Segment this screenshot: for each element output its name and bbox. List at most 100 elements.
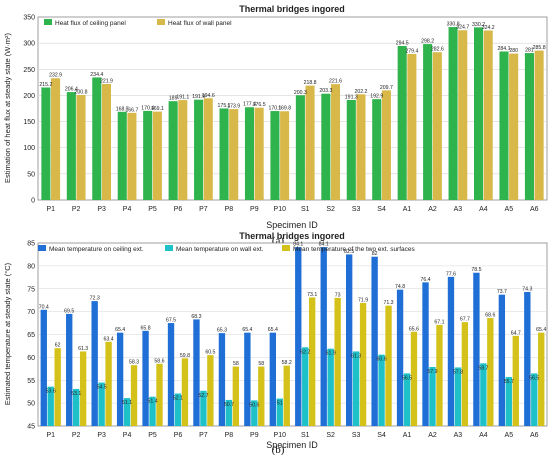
- value-label-s1-series-1: 200.3: [294, 90, 307, 96]
- value-label-p2-series-1: 206.4: [65, 87, 78, 93]
- bar-s2-series-1: [320, 247, 327, 426]
- y-tick-labels: 0 50 100 150 200 250 300 350: [23, 15, 35, 205]
- value-label-p7-series-2: 194.6: [202, 93, 215, 99]
- bar-p6-series-2: [178, 100, 188, 200]
- x-axis-label: Specimen ID: [266, 440, 318, 450]
- bar-p8-series-1: [219, 108, 229, 200]
- bar-s1-series-1: [295, 247, 302, 426]
- bar-p1-series-1: [41, 87, 51, 200]
- value-label-p9-series-2: 50.6: [249, 402, 259, 408]
- bar-s4-series-1: [372, 99, 382, 200]
- value-label-s3-series-1: 191.3: [345, 94, 358, 100]
- bar-p10-series-3: [283, 365, 290, 426]
- value-label-s3-series-2: 202.2: [354, 89, 367, 95]
- y-tick-label: 85: [27, 241, 35, 248]
- x-tick-label-a1: A1: [403, 432, 412, 439]
- bar-p8-series-3: [232, 366, 240, 426]
- bar-p5-series-1: [143, 110, 153, 200]
- x-tick-label-s3: S3: [352, 206, 361, 213]
- legend-label-wall-ext: Mean temperature on wall ext.: [176, 246, 264, 253]
- y-tick-label: 70: [27, 309, 35, 316]
- value-label-p8-series-3: 58: [233, 361, 239, 367]
- bar-s3-series-1: [345, 254, 353, 426]
- value-label-s4-series-2: 60.6: [377, 357, 387, 363]
- value-label-a2-series-2: 282.6: [431, 47, 444, 53]
- value-label-a6-series-1: 281: [525, 48, 534, 54]
- value-label-p8-series-2: 50.7: [224, 402, 234, 408]
- bar-a5-series-1: [499, 51, 509, 201]
- bar-p8-series-2: [225, 399, 233, 426]
- bar-p9-series-1: [244, 332, 251, 426]
- x-tick-label-p1: P1: [46, 432, 55, 439]
- value-label-a2-series-1: 298.2: [421, 39, 434, 45]
- value-label-p7-series-1: 68.3: [191, 314, 201, 320]
- bar-s1-series-3: [309, 297, 316, 426]
- y-tick-label: 75: [27, 286, 35, 293]
- bar-p6-series-2: [174, 393, 182, 426]
- value-label-p4-series-3: 58.3: [129, 360, 139, 366]
- bar-a5-series-1: [498, 294, 506, 426]
- plot-frame: [37, 16, 548, 201]
- bar-p10-series-2: [280, 111, 290, 200]
- y-tick-label: 65: [27, 332, 35, 339]
- value-label-a3-series-1: 77.6: [446, 271, 456, 277]
- x-tick-label-p1: P1: [46, 206, 55, 213]
- bar-p2-series-2: [72, 388, 80, 426]
- bar-p1-series-2: [51, 78, 61, 200]
- value-label-a4-series-2: 324.2: [482, 25, 495, 31]
- legend-swatch-ceiling-panel: [44, 19, 52, 25]
- value-label-p7-series-2: 52.7: [198, 393, 208, 399]
- legend-label-two-ext: Mean temperature of the two ext. surface…: [293, 246, 416, 253]
- x-tick-label-a2: A2: [428, 432, 437, 439]
- y-tick-labels: 45 50 55 60 65 70 75 80 85: [27, 241, 35, 431]
- bar-s4-series-1: [371, 256, 378, 426]
- legend-label-ceiling-panel: Heat flux of ceiling panel: [55, 20, 126, 27]
- bar-p9-series-2: [254, 107, 264, 200]
- value-label-a3-series-1: 330.8: [447, 22, 460, 28]
- x-tick-label-a4: A4: [479, 432, 488, 439]
- bar-a3-series-2: [454, 367, 462, 426]
- legend-label-ceiling-ext: Mean temperature on ceiling ext.: [49, 246, 144, 253]
- legend-swatch-ceiling-ext: [38, 245, 46, 251]
- bar-p2-series-1: [66, 313, 73, 426]
- y-tick-label: 55: [27, 378, 35, 385]
- value-label-p3-series-1: 234.4: [90, 72, 103, 78]
- bar-a6-series-2: [531, 373, 538, 426]
- bar-p8-series-2: [229, 109, 239, 200]
- x-tick-label-p7: P7: [199, 206, 208, 213]
- bar-s2-series-2: [330, 84, 341, 200]
- bar-a5-series-2: [509, 53, 519, 200]
- value-label-s4-series-3: 71.3: [383, 300, 393, 306]
- value-label-a5-series-3: 64.7: [511, 330, 521, 336]
- value-label-p2-series-2: 53.1: [71, 391, 81, 397]
- bar-s3-series-3: [359, 302, 367, 426]
- x-tick-label-p4: P4: [123, 206, 132, 213]
- x-tick-labels: P1 P2 P3 P4 P5 P6 P7 P8 P9 P10 S1 S2 S3 S4 A1 A2 A3 A4 A5 A…: [46, 206, 538, 213]
- value-labels: 70.453.66269.553.161.372.354.563.465.451…: [39, 242, 547, 409]
- bar-p6-series-1: [168, 101, 178, 200]
- bar-p1-series-3: [54, 348, 61, 426]
- value-label-a1-series-3: 65.6: [409, 326, 419, 332]
- bar-a2-series-2: [429, 366, 436, 426]
- bar-s3-series-2: [352, 351, 360, 426]
- chart-title: Thermal bridges ingored: [239, 4, 345, 14]
- bar-a4-series-1: [473, 272, 480, 426]
- value-label-p9-series-1: 177.4: [243, 102, 256, 108]
- bar-p6-series-1: [167, 323, 175, 426]
- value-label-p6-series-1: 67.5: [166, 318, 176, 324]
- bar-p2-series-1: [66, 92, 76, 200]
- bar-p3-series-2: [98, 382, 105, 426]
- value-label-p6-series-2: 52.1: [173, 396, 183, 402]
- x-tick-label-s4: S4: [377, 206, 386, 213]
- legend: Heat flux of ceiling panel Heat flux of …: [44, 19, 232, 27]
- value-label-a1-series-1: 294.5: [396, 41, 409, 47]
- value-label-a3-series-2: 57.8: [453, 369, 463, 375]
- value-label-p7-series-1: 191.9: [192, 94, 205, 100]
- value-label-p1-series-1: 215.2: [39, 82, 52, 88]
- value-label-p5-series-2: 169.1: [151, 106, 164, 112]
- value-label-p5-series-1: 170.4: [141, 105, 154, 111]
- bar-p5-series-2: [152, 111, 162, 200]
- value-label-a6-series-3: 65.4: [536, 327, 546, 333]
- bar-p10-series-2: [276, 398, 283, 426]
